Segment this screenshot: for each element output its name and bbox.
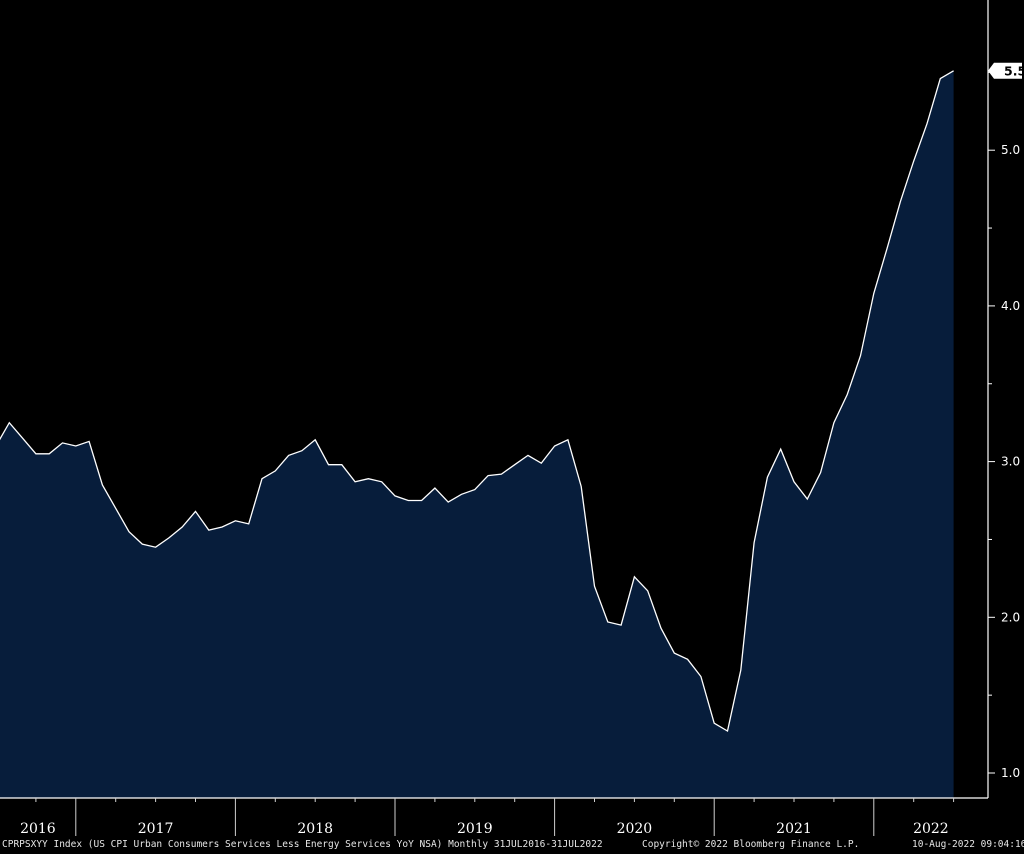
series-line [0, 70, 954, 733]
x-year-label: 2016 [20, 821, 56, 836]
x-year-label: 2022 [913, 821, 949, 836]
x-year-label: 2020 [617, 821, 653, 836]
area-fill [0, 70, 954, 798]
y-tick-label: 1.0 [1001, 766, 1020, 780]
x-year-label: 2021 [776, 821, 812, 836]
chart-footer: CPRPSXYY Index (US CPI Urban Consumers S… [0, 836, 1024, 854]
x-year-label: 2017 [138, 821, 174, 836]
y-tick-label: 2.0 [1001, 610, 1020, 624]
y-axis: 1.0 2.0 3.0 4.0 5.0 [987, 0, 1020, 798]
last-value-label: 5.5 [1004, 63, 1024, 78]
footer-copyright: Copyright© 2022 Bloomberg Finance L.P. [642, 839, 860, 850]
x-year-label: 2018 [297, 821, 333, 836]
line-chart: 1.0 2.0 3.0 4.0 5.0 2016 2017 2018 2019 2020 2021… [0, 0, 1024, 836]
last-value-flag [988, 62, 1022, 79]
y-tick-label: 5.0 [1001, 143, 1020, 157]
x-year-label: 2019 [457, 821, 493, 836]
footer-timestamp: 10-Aug-2022 09:04:16 [912, 839, 1024, 850]
x-axis: 2016 2017 2018 2019 2020 2021 2022 [0, 797, 988, 836]
y-tick-label: 4.0 [1001, 299, 1020, 313]
footer-description: CPRPSXYY Index (US CPI Urban Consumers S… [2, 839, 603, 850]
last-value-marker: 5.5 [988, 62, 1024, 79]
y-tick-label: 3.0 [1001, 455, 1020, 469]
